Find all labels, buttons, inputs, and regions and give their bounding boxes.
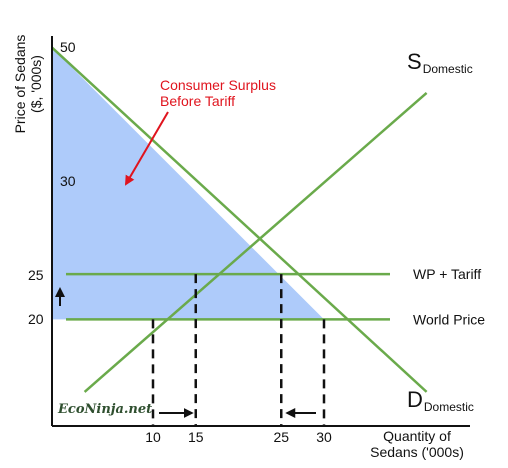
x-tick-10: 10 bbox=[145, 429, 161, 445]
demand-curve bbox=[51, 46, 428, 393]
x-tick-25: 25 bbox=[273, 429, 289, 445]
world-price-label: World Price bbox=[413, 311, 485, 327]
demand-label: DDomestic bbox=[407, 387, 474, 414]
x-axis-title-line2: Sedans ('000s) bbox=[370, 444, 464, 460]
x-tick-15: 15 bbox=[188, 429, 204, 445]
y-tick-20: 20 bbox=[28, 311, 44, 327]
x-tick-30: 30 bbox=[316, 429, 332, 445]
y-tick-25: 25 bbox=[28, 267, 44, 283]
x-axis-title-line1: Quantity of bbox=[383, 428, 451, 444]
consumer-surplus-label-line2: Before Tariff bbox=[160, 93, 235, 109]
y-tick-30: 30 bbox=[60, 173, 76, 189]
wp-tariff-label: WP + Tariff bbox=[413, 266, 481, 282]
y-axis-title-line1: Price of Sedans bbox=[12, 35, 28, 134]
y-axis-title-line2: ($, '000s) bbox=[28, 55, 44, 113]
consumer-surplus-pointer bbox=[124, 111, 169, 186]
watermark: EcoNinja.net bbox=[57, 402, 152, 417]
y-tick-50: 50 bbox=[60, 39, 76, 55]
supply-label: SDomestic bbox=[407, 49, 473, 76]
consumer-surplus-label-line1: Consumer Surplus bbox=[160, 77, 276, 93]
consumer-surplus-area bbox=[52, 47, 324, 320]
supply-curve bbox=[83, 91, 428, 393]
